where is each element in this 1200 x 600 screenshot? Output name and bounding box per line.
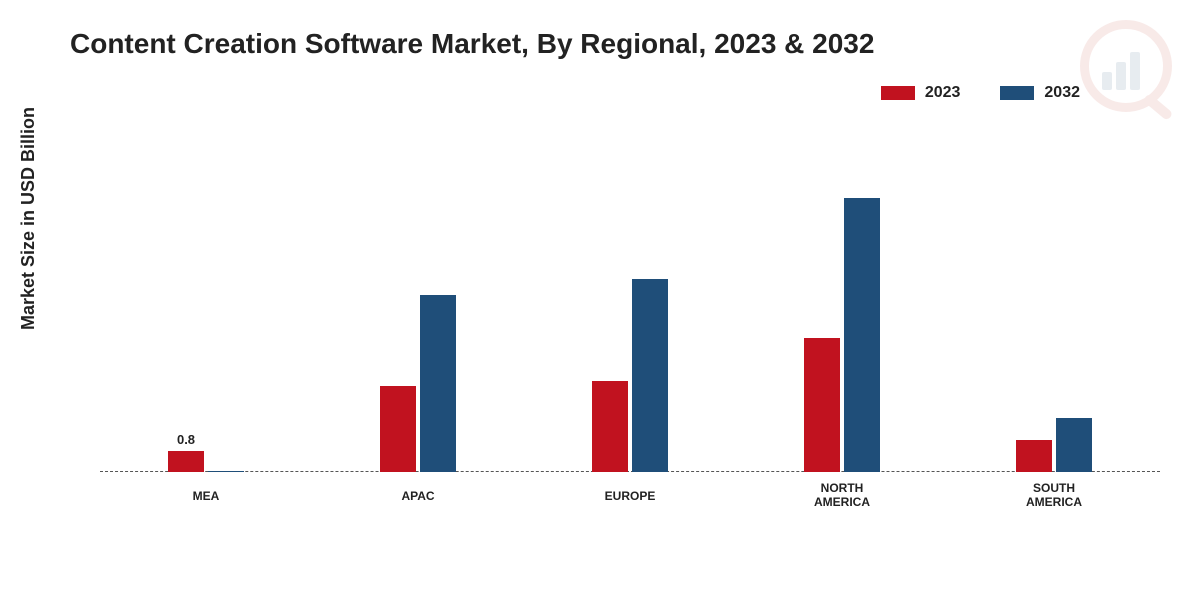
legend-item-2023: 2023 (881, 84, 961, 102)
baseline (100, 471, 1160, 472)
bar-2023 (804, 338, 840, 472)
legend-swatch-2032 (1000, 86, 1034, 100)
bar-2032 (208, 471, 244, 472)
bar-2032 (844, 198, 880, 472)
bar-2032 (1056, 418, 1092, 472)
y-axis-label: Market Size in USD Billion (18, 107, 39, 330)
bar-2023 (380, 386, 416, 472)
bar-2032 (632, 279, 668, 472)
legend-label-2023: 2023 (925, 84, 961, 102)
bar-2032 (420, 295, 456, 472)
category-label: EUROPE (605, 490, 656, 504)
chart-title: Content Creation Software Market, By Reg… (70, 28, 874, 60)
bar-2023 (1016, 440, 1052, 472)
bar-2023 (168, 451, 204, 472)
legend-item-2032: 2032 (1000, 84, 1080, 102)
watermark-logo (1080, 20, 1170, 110)
category-label: APAC (401, 490, 434, 504)
bar-2023 (592, 381, 628, 472)
legend: 2023 2032 (881, 84, 1080, 102)
legend-label-2032: 2032 (1044, 84, 1080, 102)
bar-value-label: 0.8 (177, 432, 195, 447)
chart-plot-area: 0.8 MEA APAC EUROPE NORTH AMERICA SOUTH AMERI… (100, 150, 1160, 510)
category-label: SOUTH AMERICA (1026, 482, 1082, 510)
legend-swatch-2023 (881, 86, 915, 100)
category-label: MEA (193, 490, 220, 504)
category-label: NORTH AMERICA (814, 482, 870, 510)
